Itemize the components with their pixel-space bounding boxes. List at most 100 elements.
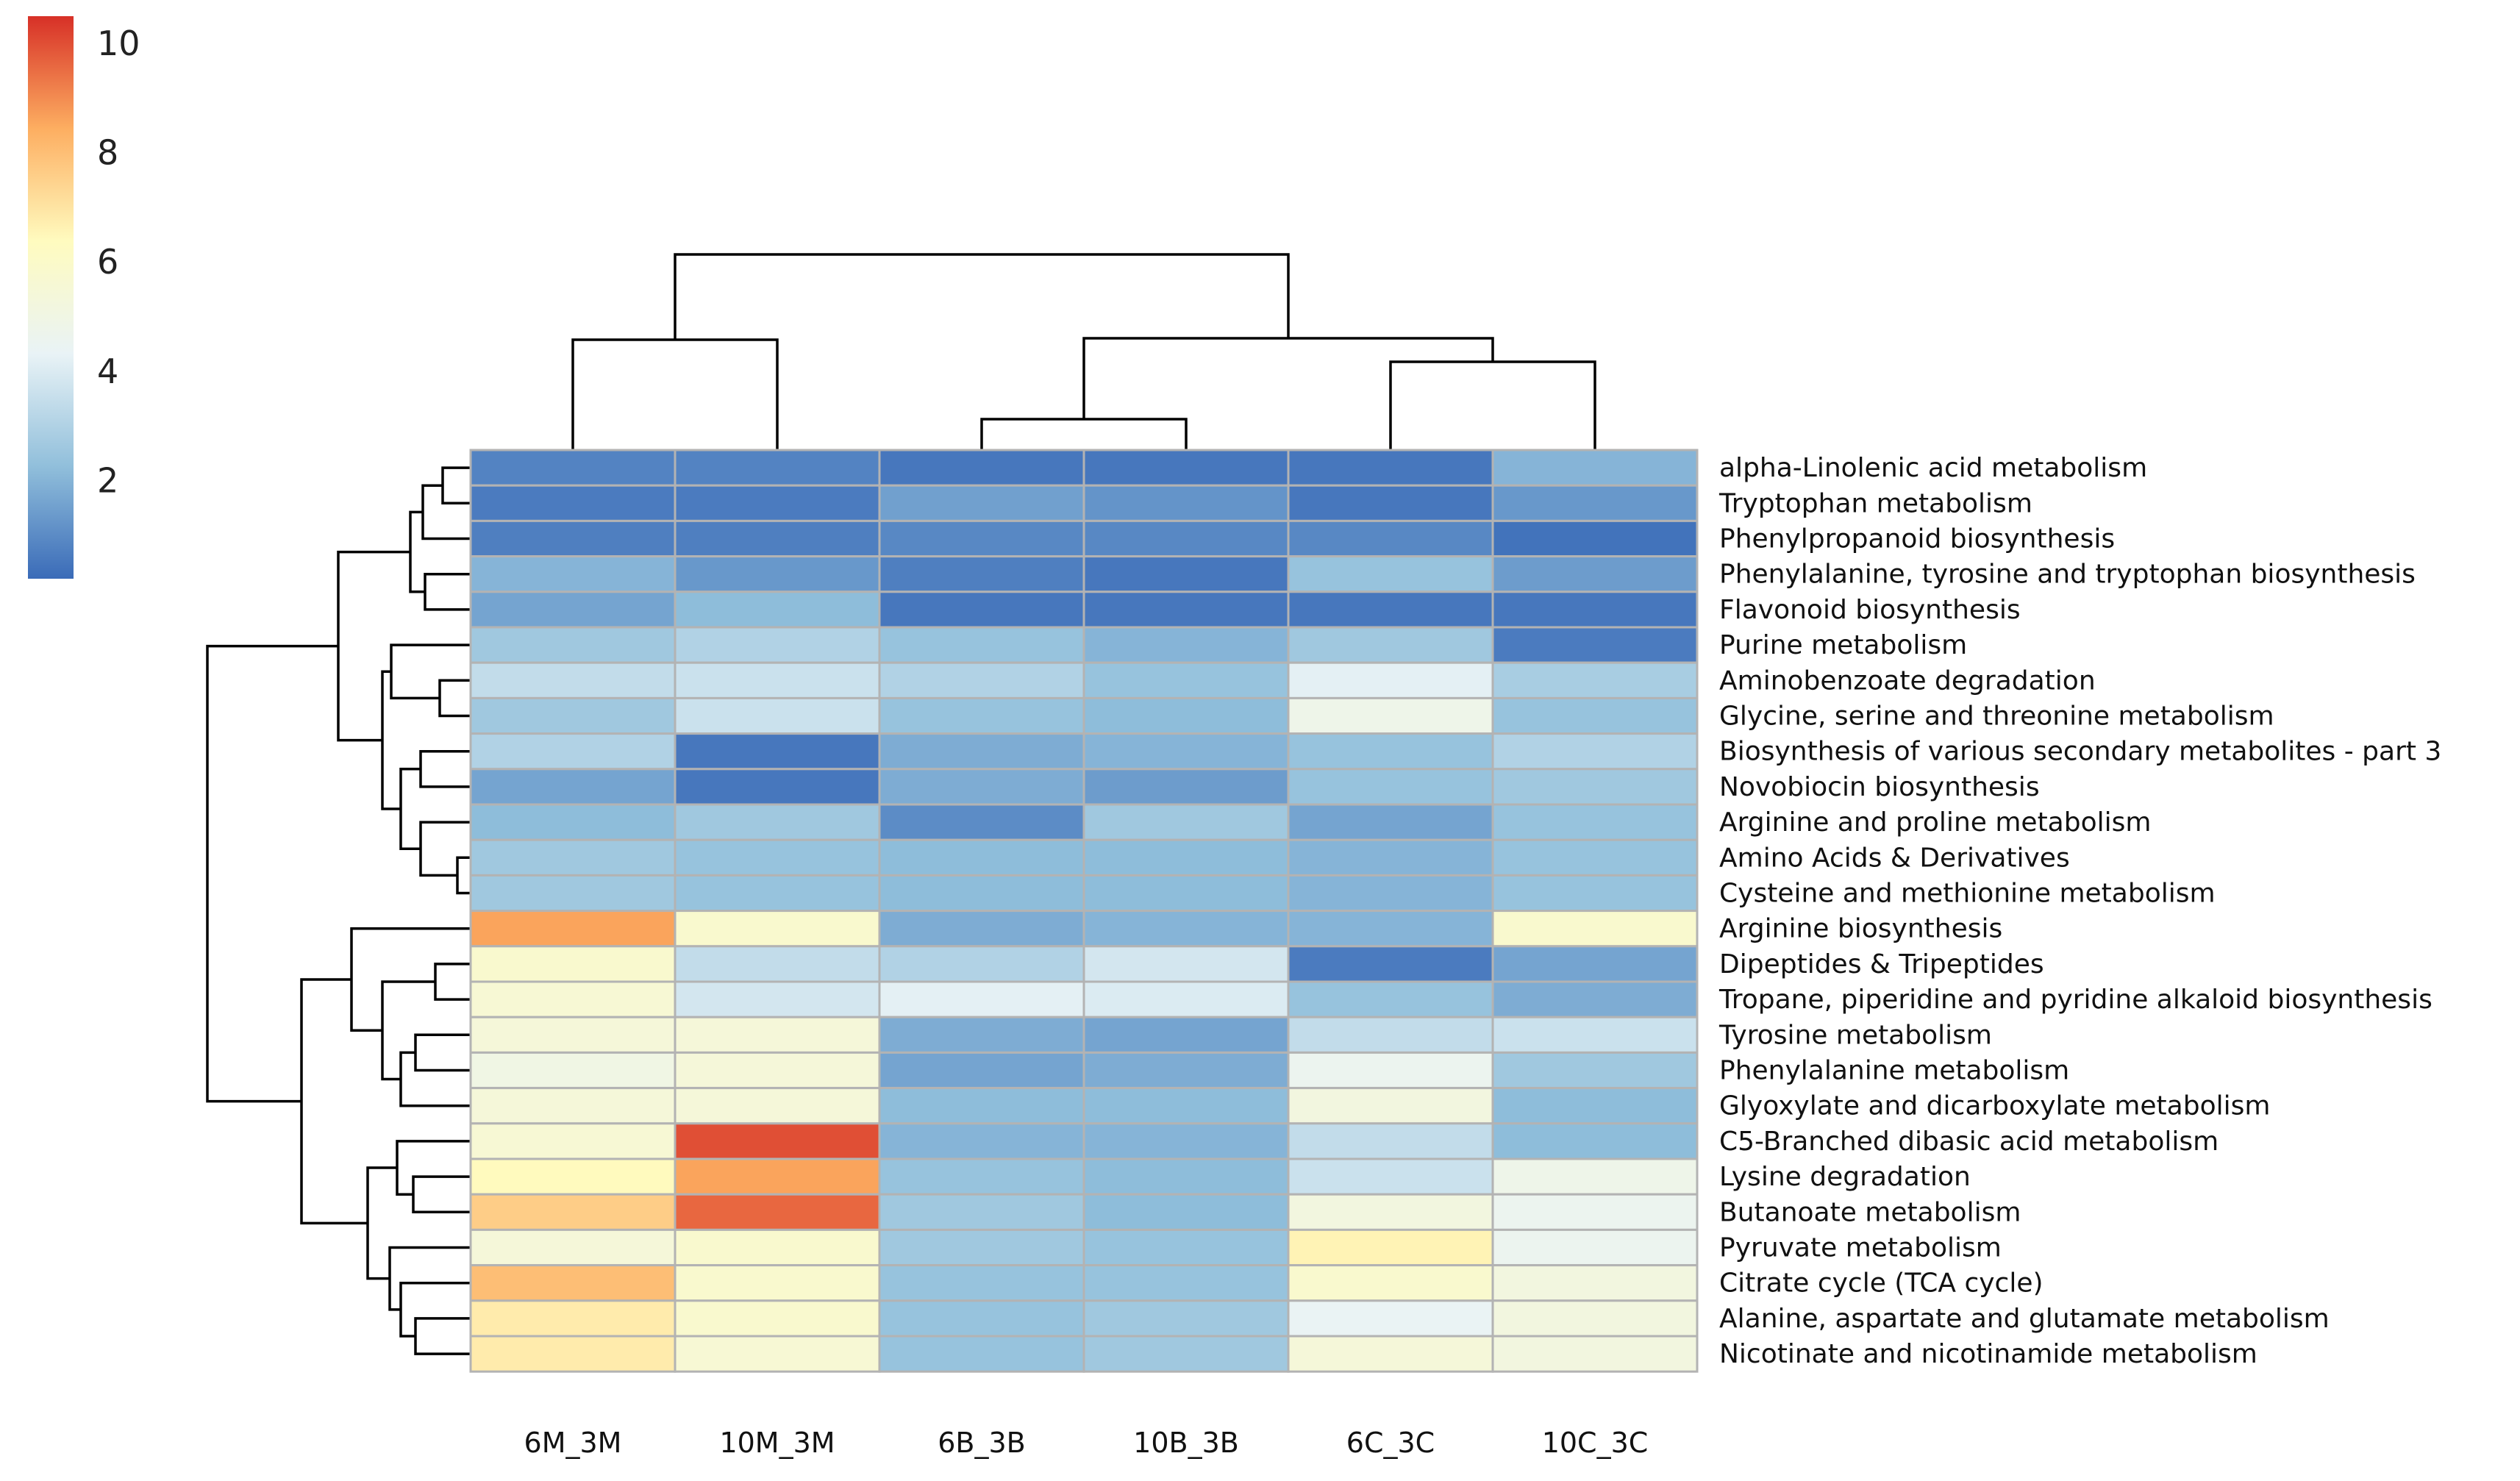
heatmap-cell — [469, 1051, 677, 1090]
heatmap-cell — [1287, 768, 1494, 806]
heatmap-cell — [1491, 1264, 1699, 1302]
heatmap-cell — [1082, 696, 1290, 735]
heatmap-cell — [469, 626, 677, 664]
dendrogram-branch — [456, 856, 471, 895]
heatmap-cell — [469, 1157, 677, 1196]
heatmap-cell — [469, 980, 677, 1018]
dendrogram-branch — [1389, 360, 1596, 450]
heatmap-cell — [674, 661, 881, 699]
heatmap-cell — [1491, 732, 1699, 771]
column-label: 10M_3Μ — [719, 1427, 835, 1459]
heatmap-cell — [1082, 1087, 1290, 1125]
heatmap-cell — [469, 1228, 677, 1267]
heatmap-cell — [878, 768, 1085, 806]
row-label: C5-Branched dibasic acid metabolism — [1719, 1127, 2219, 1157]
row-label: Lysine degradation — [1719, 1162, 1971, 1192]
heatmap-cell — [878, 1051, 1085, 1090]
heatmap-cell — [1082, 874, 1290, 913]
heatmap-cell — [1082, 980, 1290, 1018]
heatmap-cell — [1082, 449, 1290, 487]
row-label: Novobiocin biosynthesis — [1719, 772, 2040, 802]
heatmap-cell — [1287, 484, 1494, 522]
heatmap-cell — [1287, 980, 1494, 1018]
heatmap-cell — [1082, 1299, 1290, 1338]
row-label: Butanoate metabolism — [1719, 1197, 2021, 1227]
heatmap-cell — [1287, 1122, 1494, 1160]
heatmap-cell — [674, 1157, 881, 1196]
heatmap-cell — [1082, 910, 1290, 948]
row-label: Tropane, piperidine and pyridine alkaloi… — [1718, 985, 2432, 1015]
dendrogram-branch — [1082, 337, 1494, 419]
dendrogram-branch — [438, 679, 471, 718]
heatmap-cell — [674, 1299, 881, 1338]
heatmap-cell — [1287, 661, 1494, 699]
colorbar-tick-label: 4 — [97, 351, 118, 391]
heatmap-cell — [1287, 1228, 1494, 1267]
heatmap-cell — [878, 838, 1085, 877]
heatmap-cell — [469, 590, 677, 629]
heatmap-cell — [1491, 803, 1699, 841]
heatmap-cell — [1491, 1299, 1699, 1338]
heatmap-cell — [878, 732, 1085, 771]
heatmap-cell — [1491, 1016, 1699, 1054]
heatmap-cell — [878, 803, 1085, 841]
heatmap-cell — [1082, 1264, 1290, 1302]
row-label: Pyruvate metabolism — [1719, 1233, 2002, 1263]
heatmap-cell — [1491, 519, 1699, 558]
colorbar-tick-label: 8 — [97, 133, 118, 173]
heatmap-cell — [469, 1335, 677, 1373]
heatmap-cell — [1082, 590, 1290, 629]
heatmap-cell — [878, 696, 1085, 735]
heatmap-cell — [469, 803, 677, 841]
heatmap-cell — [878, 661, 1085, 699]
dendrogram-branch — [399, 1051, 471, 1107]
heatmap-cell — [674, 1051, 881, 1090]
heatmap-cell — [1491, 1122, 1699, 1160]
heatmap-cell — [1491, 874, 1699, 913]
column-label: 6B_3B — [938, 1427, 1026, 1459]
colorbar-tick-label: 2 — [97, 460, 118, 500]
heatmap-cell — [878, 910, 1085, 948]
heatmap-cell — [878, 1299, 1085, 1338]
dendrogram-branch — [674, 253, 1290, 340]
heatmap-cell — [1082, 1157, 1290, 1196]
heatmap-cell — [1082, 555, 1290, 593]
heatmap-cell — [1491, 696, 1699, 735]
heatmap-cell — [1491, 838, 1699, 877]
row-label: Phenylalanine, tyrosine and tryptophan b… — [1719, 560, 2416, 590]
row-label: Arginine biosynthesis — [1719, 914, 2002, 944]
heatmap-cell — [1491, 945, 1699, 983]
colorbar-tick-label: 6 — [97, 242, 118, 282]
heatmap-cell — [1082, 1228, 1290, 1267]
dendrogram-branch — [424, 572, 471, 611]
heatmap-cell — [1491, 1051, 1699, 1090]
heatmap-cell — [1082, 1016, 1290, 1054]
heatmap-cell — [1491, 1228, 1699, 1267]
heatmap-cell — [1287, 874, 1494, 913]
heatmap-cell — [1287, 449, 1494, 487]
heatmap-cell — [878, 1087, 1085, 1125]
dendrogram-branch — [421, 484, 471, 540]
heatmap-cell — [1491, 484, 1699, 522]
heatmap-cell — [1491, 590, 1699, 629]
column-label: 10C_3C — [1542, 1427, 1649, 1459]
column-dendrogram — [571, 253, 1596, 450]
heatmap-cell — [1082, 803, 1290, 841]
heatmap-cell — [878, 1193, 1085, 1231]
heatmap-cell — [1082, 838, 1290, 877]
row-label: Glyoxylate and dicarboxylate metabolism — [1719, 1091, 2270, 1121]
heatmap-cell — [469, 449, 677, 487]
heatmap-cell — [1491, 1193, 1699, 1231]
heatmap-cell — [1287, 910, 1494, 948]
heatmap-cell — [674, 1193, 881, 1231]
heatmap-cell — [1287, 626, 1494, 664]
heatmap-cell — [1082, 519, 1290, 558]
column-label: 6C_3C — [1346, 1427, 1435, 1459]
heatmap-cell — [878, 945, 1085, 983]
heatmap-cell — [1287, 590, 1494, 629]
heatmap-cell — [1491, 555, 1699, 593]
dendrogram-branch — [980, 418, 1188, 450]
heatmap-cell — [674, 626, 881, 664]
row-label: Alanine, aspartate and glutamate metabol… — [1719, 1304, 2330, 1334]
dendrogram-branch — [419, 821, 471, 877]
